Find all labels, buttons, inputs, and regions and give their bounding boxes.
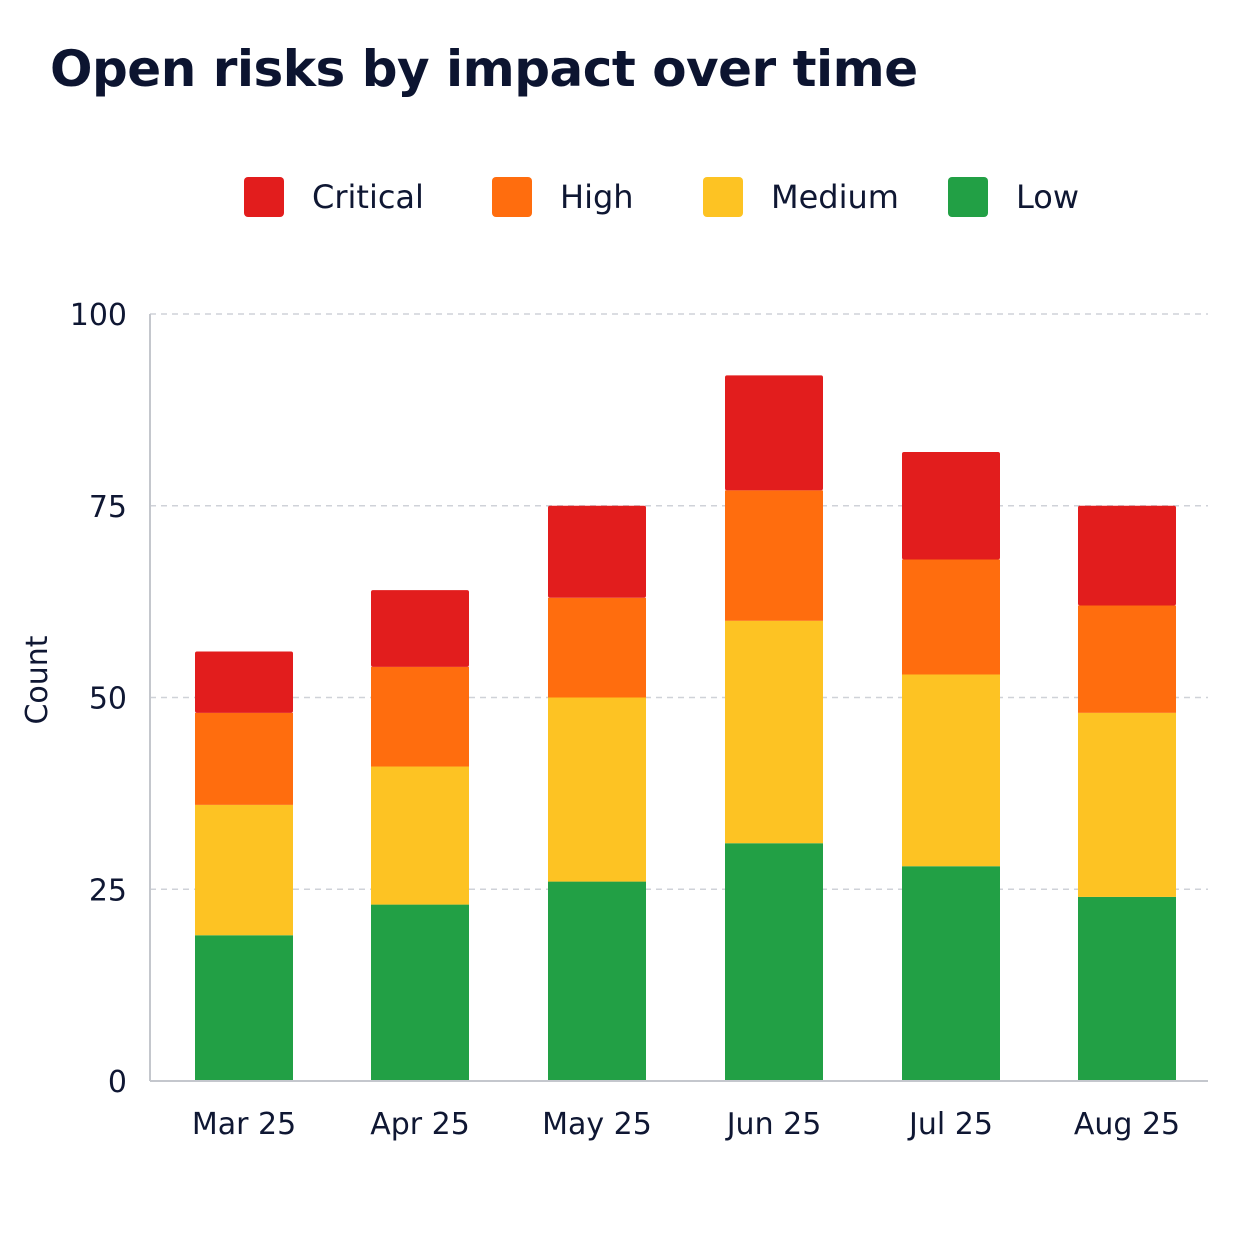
gridlines [150,313,1208,890]
x-tick-label-2: May 25 [542,1107,652,1142]
x-tick-label-0: Mar 25 [192,1107,296,1142]
legend-item-low: Low [948,172,1079,222]
y-tick-label-100: 100 [70,298,127,333]
legend-item-critical: Critical [244,172,424,222]
bar-high-apr-25 [371,666,469,767]
legend-swatch-high [492,177,532,217]
bar-medium-may-25 [548,697,646,882]
bar-critical-may-25 [548,505,646,598]
bar-critical-jun-25 [725,375,823,491]
x-tick-label-4: Jul 25 [907,1107,993,1142]
bar-critical-apr-25 [371,590,469,667]
x-tick-label-3: Jun 25 [725,1107,822,1142]
legend-swatch-critical [244,177,284,217]
legend-swatch-medium [703,177,743,217]
legend-item-high: High [492,172,634,222]
x-tick-label-1: Apr 25 [370,1107,470,1142]
bar-high-jul-25 [902,559,1000,675]
bar-critical-aug-25 [1078,505,1176,606]
axes [149,314,1208,1082]
bar-low-mar-25 [195,935,293,1081]
bar-critical-jul-25 [902,452,1000,560]
bar-high-mar-25 [195,712,293,805]
tick-labels: 0 25 50 75 100 Mar 25 Apr 25 May 25 Jun 25 Jul 25… [70,298,1180,1142]
bar-critical-mar-25 [195,651,293,713]
bar-medium-jul-25 [902,674,1000,867]
bar-low-may-25 [548,881,646,1081]
bars [195,375,1176,1081]
legend-label-low: Low [1016,178,1080,216]
x-tick-label-5: Aug 25 [1074,1107,1180,1142]
legend-label-medium: Medium [771,178,899,216]
chart-title: Open risks by impact over time [50,40,918,98]
y-tick-label-50: 50 [89,682,127,717]
bar-low-jun-25 [725,843,823,1081]
y-tick-label-0: 0 [108,1065,127,1100]
bar-high-jun-25 [725,490,823,621]
legend-label-critical: Critical [312,178,424,216]
y-axis-title: Count [20,635,55,724]
bar-medium-jun-25 [725,620,823,844]
bar-medium-apr-25 [371,766,469,905]
y-tick-label-25: 25 [89,873,127,908]
y-tick-label-75: 75 [89,490,127,525]
bar-high-aug-25 [1078,605,1176,713]
bar-low-jul-25 [902,866,1000,1081]
legend-swatch-low [948,177,988,217]
bar-medium-mar-25 [195,804,293,936]
bar-medium-aug-25 [1078,712,1176,897]
legend-label-high: High [560,178,634,216]
bar-high-may-25 [548,597,646,698]
legend-item-medium: Medium [703,172,899,222]
bar-low-aug-25 [1078,896,1176,1081]
legend: Critical High Medium Low [0,172,1254,222]
bar-low-apr-25 [371,904,469,1081]
